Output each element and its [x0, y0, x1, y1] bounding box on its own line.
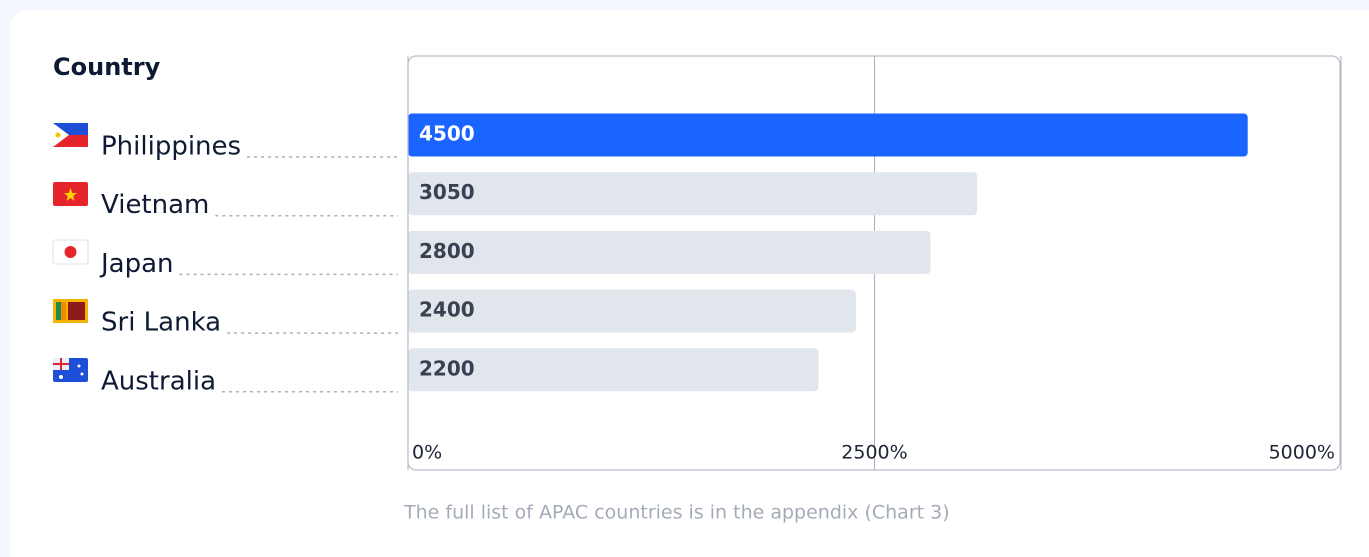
data-label: 2200: [419, 356, 475, 380]
bar: [408, 289, 856, 333]
flag: [53, 123, 88, 147]
bar: [408, 230, 931, 274]
bar: [408, 348, 819, 392]
bar: [408, 172, 978, 216]
category-heading: Country: [53, 53, 161, 81]
category-label: Japan: [99, 249, 174, 279]
category-label: Philippines: [101, 132, 241, 162]
flags: [52, 123, 89, 382]
x-tick-label: 2500%: [841, 442, 907, 464]
data-label: 2400: [419, 298, 475, 322]
bar: [408, 113, 1248, 157]
category-label: Australia: [101, 366, 216, 396]
data-label: 3050: [419, 180, 475, 204]
data-label: 2800: [419, 239, 475, 263]
footnote: The full list of APAC countries is in th…: [403, 502, 950, 524]
flag: [53, 182, 88, 206]
plot-frame: [407, 55, 1341, 471]
flag: [53, 299, 88, 323]
x-tick-label: 0%: [412, 442, 442, 464]
x-tick-label: 5000%: [1269, 442, 1335, 464]
flag: [52, 239, 89, 265]
data-label: 4500: [419, 122, 475, 146]
card: [10, 10, 1369, 557]
flag: [53, 358, 88, 382]
category-label: Vietnam: [101, 190, 209, 220]
category-label: Sri Lanka: [101, 308, 221, 338]
